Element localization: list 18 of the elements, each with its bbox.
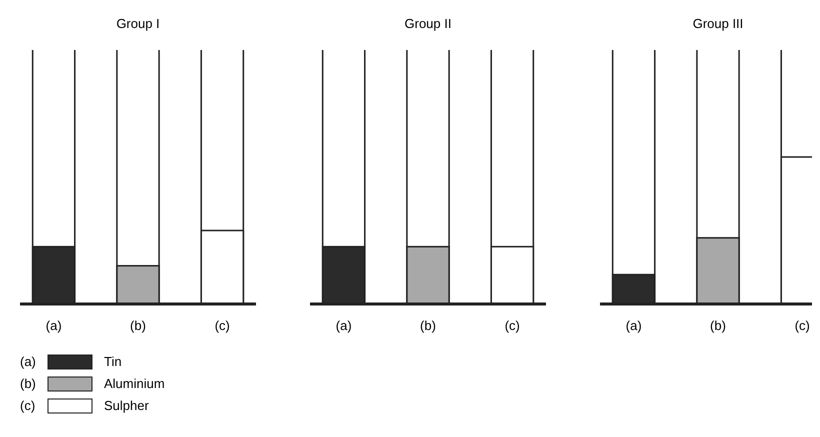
category-label: (c) xyxy=(20,398,36,413)
text: Group III xyxy=(692,16,744,31)
legend-label: Tin xyxy=(104,354,122,369)
x-tick-label: (c) xyxy=(504,318,520,333)
x-tick-label: (b) xyxy=(130,318,146,333)
x-tick-label: (a) xyxy=(626,318,642,333)
category-label: (b) xyxy=(20,376,36,391)
text: Group II xyxy=(404,16,452,31)
x-tick-label: (a) xyxy=(46,318,62,333)
x-tick-label: (b) xyxy=(710,318,726,333)
category-label: (a) xyxy=(20,354,36,369)
x-tick-label: (b) xyxy=(420,318,436,333)
x-tick-label: (c) xyxy=(794,318,810,333)
x-tick-label: (a) xyxy=(336,318,352,333)
x-tick-label: (c) xyxy=(214,318,230,333)
text: Group I xyxy=(116,16,160,31)
legend-label: Sulpher xyxy=(104,398,150,413)
legend-label: Aluminium xyxy=(104,376,165,391)
